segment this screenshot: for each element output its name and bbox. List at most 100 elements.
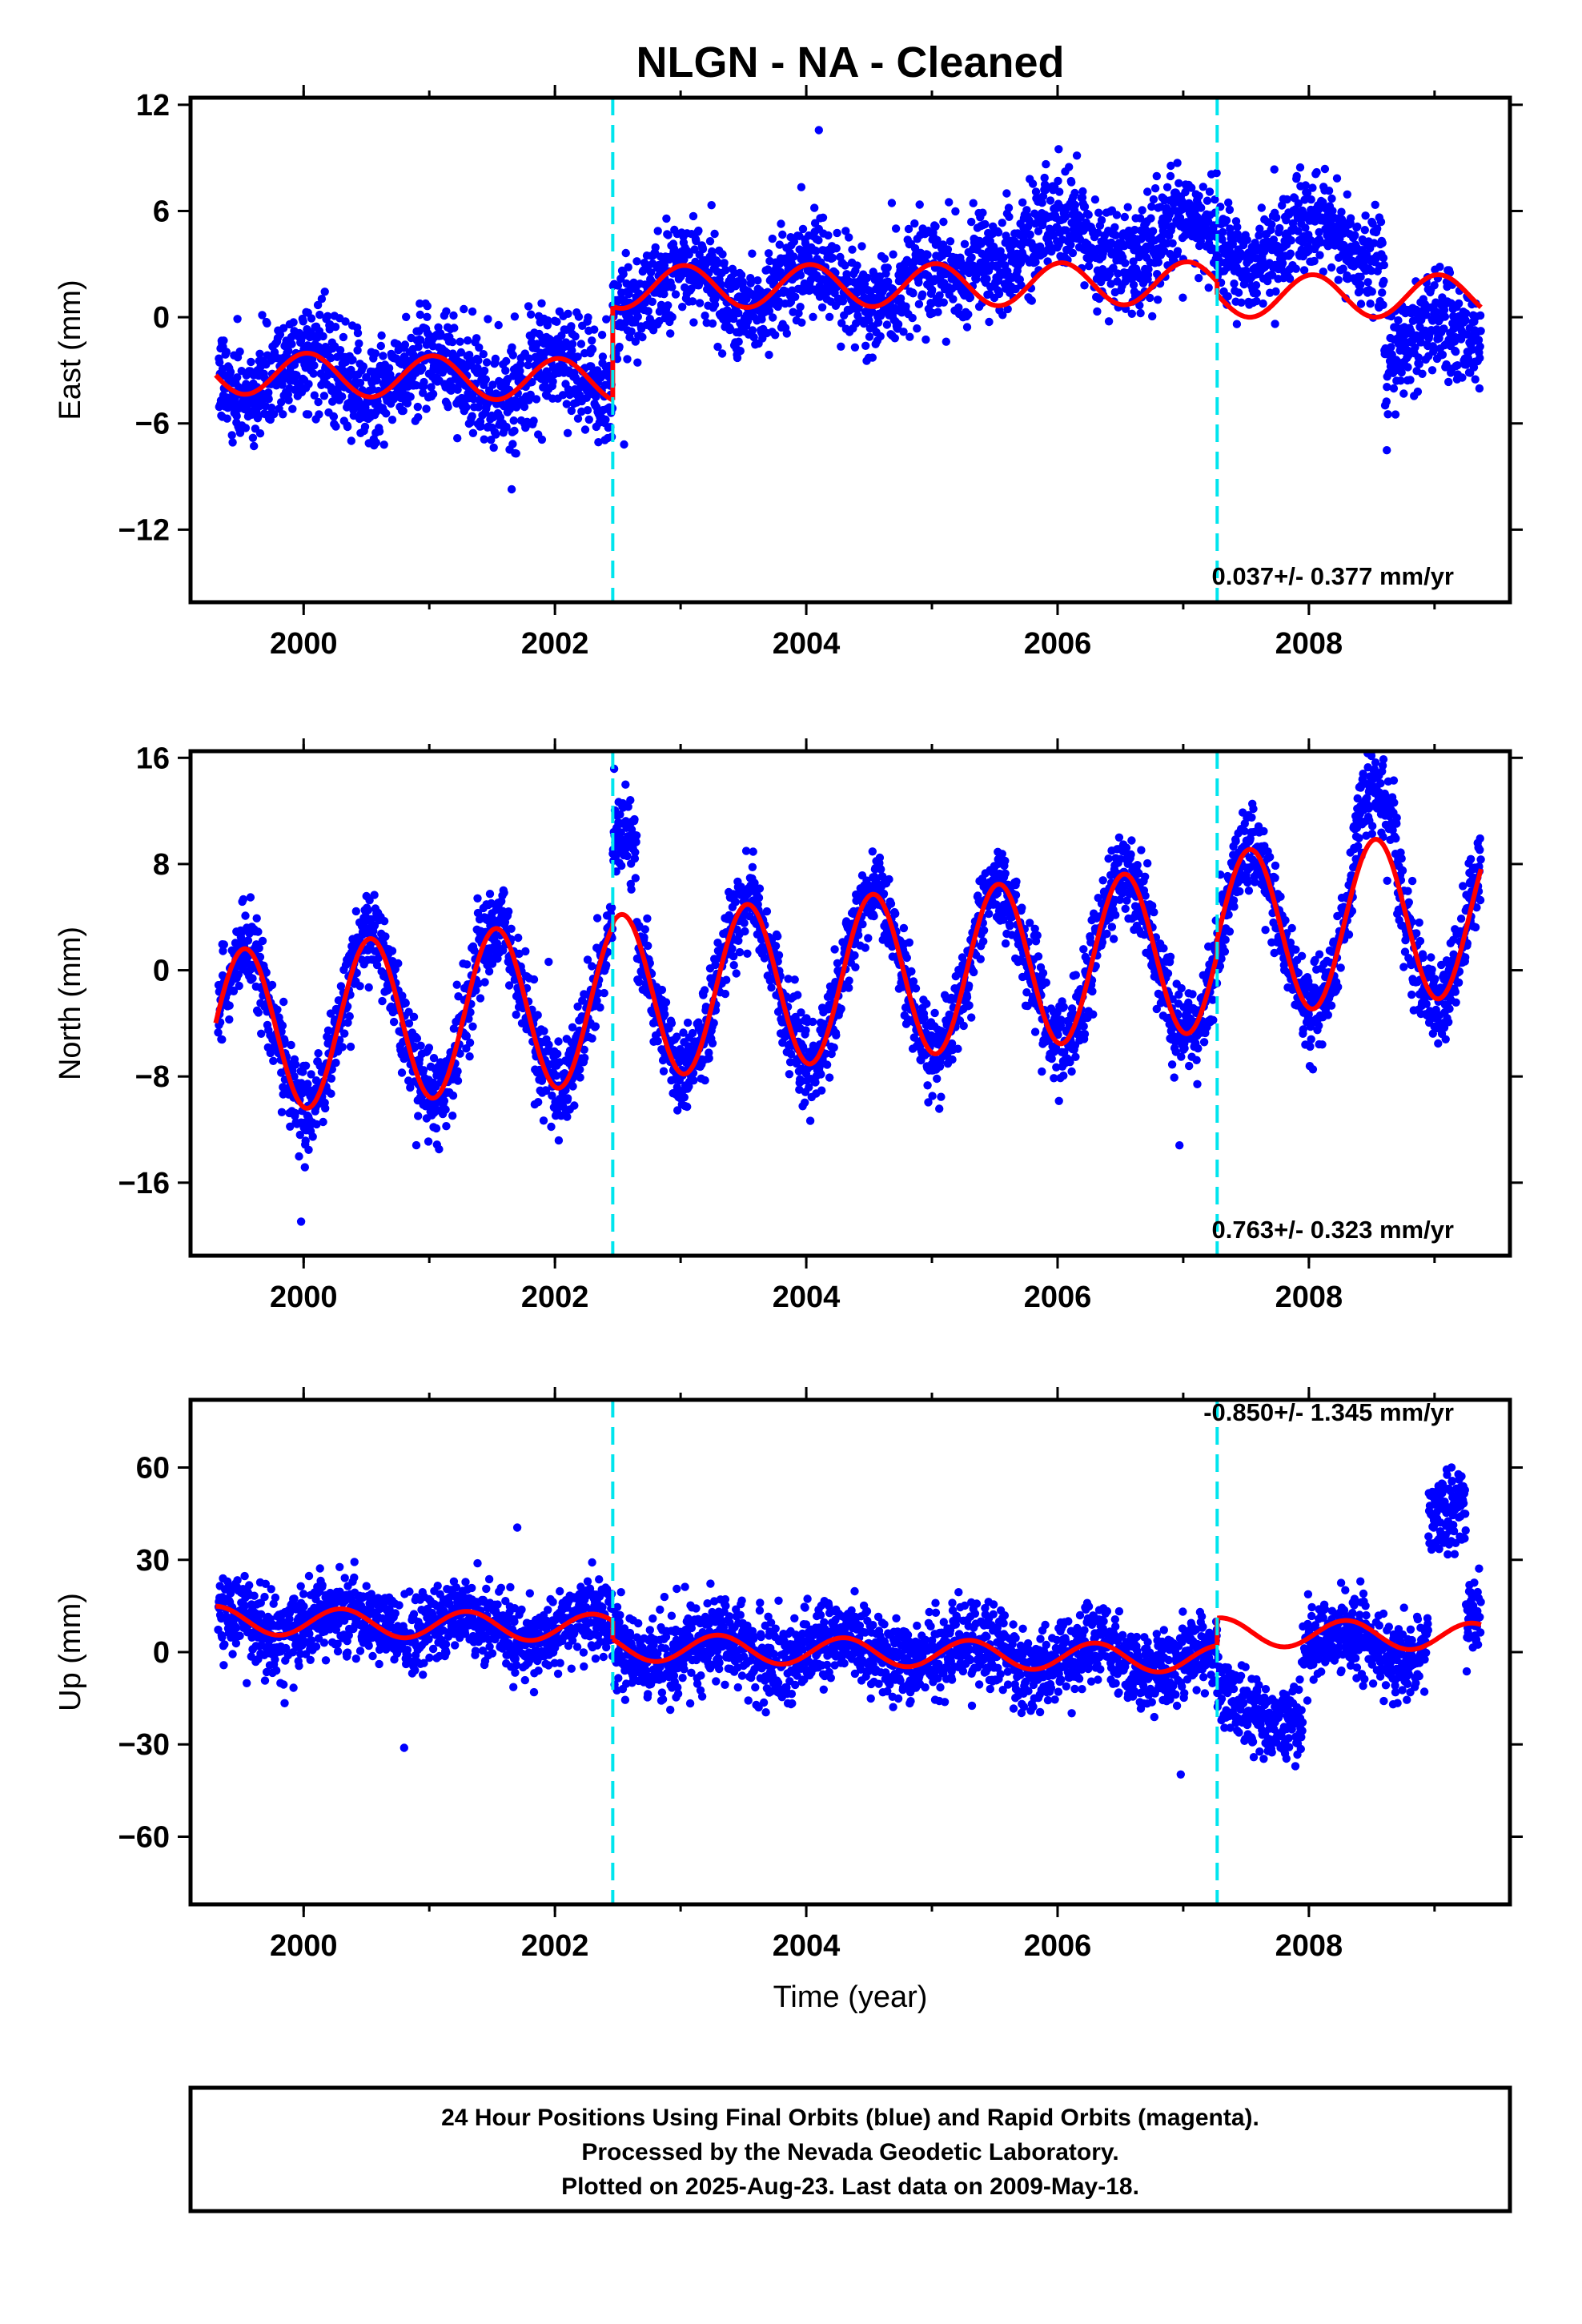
data-point [1018, 198, 1027, 207]
data-point [284, 346, 293, 356]
data-point [978, 208, 987, 217]
data-point [1094, 228, 1102, 237]
data-point [1162, 183, 1172, 191]
east-model-curve-3 [1215, 272, 1483, 320]
data-point [591, 1022, 600, 1031]
data-point [419, 388, 428, 397]
data-point [435, 1144, 444, 1154]
data-point [526, 310, 536, 319]
data-point [644, 941, 652, 951]
data-point [277, 398, 286, 407]
data-point [416, 299, 424, 308]
data-point [981, 219, 990, 229]
data-point [1383, 383, 1391, 392]
data-point [1205, 187, 1215, 196]
data-point [1337, 207, 1346, 216]
data-point [1173, 159, 1182, 167]
data-point [1203, 196, 1212, 205]
data-point [279, 410, 287, 419]
data-point [657, 985, 667, 995]
data-point [598, 352, 608, 361]
data-point [1292, 171, 1301, 181]
data-point [705, 237, 715, 246]
data-point [412, 1034, 422, 1043]
data-point [685, 250, 693, 259]
data-point [621, 248, 630, 258]
data-point [1106, 238, 1116, 247]
data-point [243, 936, 253, 945]
data-point [404, 1019, 414, 1028]
data-point [711, 960, 720, 970]
data-point [424, 1137, 433, 1146]
data-point [336, 982, 346, 991]
data-point [1286, 249, 1295, 258]
data-point [310, 391, 319, 400]
data-point [338, 392, 347, 401]
data-point [284, 396, 293, 404]
data-point [653, 1036, 662, 1046]
data-point [462, 403, 471, 412]
data-point [414, 412, 423, 422]
data-point [640, 933, 648, 942]
data-point [893, 320, 903, 329]
east-x-tick-label: 2004 [773, 627, 841, 661]
data-point [267, 403, 276, 412]
data-point [528, 377, 536, 387]
data-point [817, 303, 827, 312]
data-point [1174, 179, 1183, 187]
data-point [1004, 203, 1014, 212]
data-point [994, 289, 1004, 299]
data-point [1147, 202, 1156, 211]
data-point [633, 358, 642, 367]
data-point [630, 854, 640, 863]
data-point [668, 312, 677, 322]
data-point [600, 988, 608, 998]
data-point [273, 1005, 282, 1015]
data-point [1287, 236, 1296, 245]
data-point [771, 331, 780, 340]
data-point [502, 422, 511, 432]
data-point [1043, 257, 1052, 266]
data-point [1360, 226, 1370, 235]
data-point [323, 312, 332, 320]
data-point [962, 323, 972, 332]
data-point [227, 431, 236, 440]
data-point [553, 1049, 562, 1059]
east-y-tick-label: 12 [136, 89, 170, 123]
data-point [683, 1018, 693, 1027]
data-point [1295, 163, 1305, 172]
data-point [487, 436, 496, 444]
data-point [504, 981, 514, 990]
data-point [1454, 299, 1464, 308]
data-point [935, 291, 944, 300]
data-point [927, 300, 936, 308]
data-point [255, 952, 265, 962]
data-point [304, 380, 313, 388]
data-point [876, 332, 885, 341]
data-point [1154, 258, 1163, 267]
data-point [996, 247, 1005, 255]
data-point [552, 317, 561, 326]
data-point [923, 251, 932, 259]
data-point [1233, 223, 1242, 231]
data-point [381, 932, 390, 941]
data-point [1327, 263, 1336, 272]
data-point [473, 894, 482, 903]
data-point [749, 332, 758, 342]
data-point [355, 378, 365, 388]
outlier-point [620, 440, 628, 449]
chart-title: NLGN - NA - Cleaned [636, 38, 1064, 86]
data-point [797, 318, 806, 327]
data-point [424, 1043, 434, 1052]
data-point [1025, 215, 1034, 225]
data-point [1230, 279, 1239, 288]
data-point [290, 360, 299, 369]
data-point [554, 1136, 564, 1145]
outlier-point [814, 126, 823, 135]
data-point [700, 986, 709, 995]
data-point [317, 295, 327, 304]
data-point [624, 263, 632, 271]
data-point [263, 319, 271, 328]
